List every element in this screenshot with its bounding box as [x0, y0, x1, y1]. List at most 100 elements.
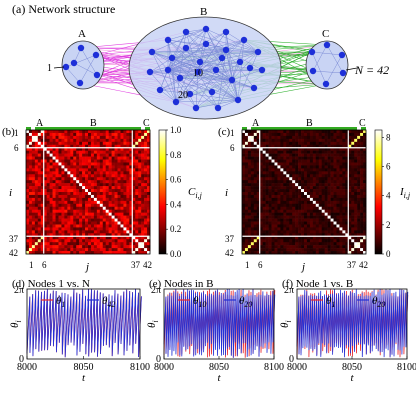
heatmap-cell [105, 194, 109, 199]
heatmap-cell [262, 200, 266, 205]
heatmap-cell [102, 230, 107, 234]
heatmap-cell [52, 197, 56, 202]
heatmap-cell [37, 236, 42, 240]
heatmap-cell [102, 165, 107, 169]
heatmap-cell [306, 224, 311, 228]
heatmap-cell [90, 209, 95, 213]
heatmap-cell [105, 130, 109, 134]
heatmap-cell [271, 227, 275, 231]
heatmap-cell [345, 135, 349, 140]
heatmap-cell [345, 153, 349, 157]
heatmap-cell [70, 141, 74, 146]
heatmap-cell [123, 248, 127, 252]
heatmap-cell [144, 248, 148, 252]
heatmap-cell [351, 177, 355, 181]
heatmap-cell [102, 177, 107, 181]
heatmap-cell [147, 239, 151, 243]
heatmap-cell [135, 138, 139, 143]
heatmap-cell [292, 212, 296, 216]
heatmap-cell [120, 174, 124, 178]
heatmap-cell [304, 150, 308, 154]
heatmap-cell [271, 144, 275, 149]
group-c-bar [145, 127, 150, 130]
heatmap-cell [49, 245, 53, 249]
heatmap-cell [345, 174, 349, 178]
heatmap-cell [259, 236, 263, 240]
heatmap-cell [26, 177, 30, 181]
heatmap-cell [123, 197, 127, 202]
heatmap-cell [132, 132, 136, 137]
heatmap-cell [49, 230, 53, 234]
heatmap-cell [120, 168, 124, 172]
heatmap-cell [138, 138, 142, 143]
heatmap-cell [132, 218, 136, 222]
heatmap-cell [43, 144, 47, 149]
heatmap-cell [298, 174, 302, 178]
heatmap-cell [93, 248, 98, 252]
heatmap-cell [76, 177, 80, 181]
heatmap-cell [277, 180, 281, 184]
heatmap-cell [88, 174, 92, 178]
heatmap-cell [126, 141, 130, 146]
heatmap-cell [304, 203, 308, 208]
heatmap-cell [70, 194, 74, 199]
heatmap-cell [52, 218, 56, 222]
heatmap-cell [298, 168, 302, 172]
edge-intra [231, 79, 239, 101]
heatmap-cell [26, 174, 30, 178]
heatmap-cell [250, 144, 255, 149]
heatmap-cell [120, 200, 124, 205]
heatmap-cell [360, 150, 364, 154]
heatmap-cell [73, 135, 77, 140]
heatmap-cell [357, 174, 361, 178]
heatmap-cell [277, 192, 281, 196]
heatmap-cell [82, 147, 86, 151]
heatmap-cell [318, 251, 323, 255]
heatmap-cell [247, 245, 252, 249]
heatmap-cell [342, 248, 346, 252]
heatmap-cell [324, 212, 328, 216]
heatmap-cell [280, 221, 284, 225]
edge-intra [149, 71, 233, 81]
heatmap-cell [52, 200, 56, 205]
heatmap-cell [135, 218, 139, 222]
heatmap-cell [40, 248, 45, 252]
heatmap-cell [357, 236, 361, 240]
heatmap-cell [49, 212, 53, 216]
heatmap-cell [324, 236, 328, 240]
heatmap-cell [247, 147, 252, 151]
heatmap-cell [120, 156, 124, 160]
heatmap-cell [61, 180, 65, 184]
heatmap-cell [342, 135, 346, 140]
heatmap-cell [108, 209, 112, 213]
colorbar-b-label: Ci,j [188, 186, 203, 200]
heatmap-cell [306, 130, 311, 134]
heatmap-cell [309, 159, 314, 163]
edge-intra [167, 69, 219, 109]
heatmap-cell [283, 194, 287, 199]
heatmap-cell [102, 251, 107, 255]
heatmap-cell [295, 212, 299, 216]
heatmap-cell [274, 242, 278, 246]
heatmap-cell [301, 242, 305, 246]
heatmap-cell [55, 215, 59, 219]
heatmap-cell [88, 153, 92, 157]
heatmap-cell [292, 221, 296, 225]
heatmap-cell [312, 150, 317, 154]
network-node [77, 44, 85, 52]
network-node [234, 96, 242, 104]
heatmap-cell [247, 239, 252, 243]
heatmap-cell [90, 183, 95, 187]
heatmap-cell [333, 197, 337, 202]
heatmap-cell [351, 203, 355, 208]
heatmap-cell [318, 239, 323, 243]
heatmap-cell [301, 180, 305, 184]
heatmap-cell [268, 186, 272, 190]
heatmap-cell [141, 197, 145, 202]
heatmap-cell [58, 189, 62, 193]
heatmap-cell [277, 135, 281, 140]
heatmap-cell [301, 186, 305, 190]
heatmap-cell [117, 194, 121, 199]
heatmap-cell [64, 197, 68, 202]
heatmap-cell [295, 203, 299, 208]
